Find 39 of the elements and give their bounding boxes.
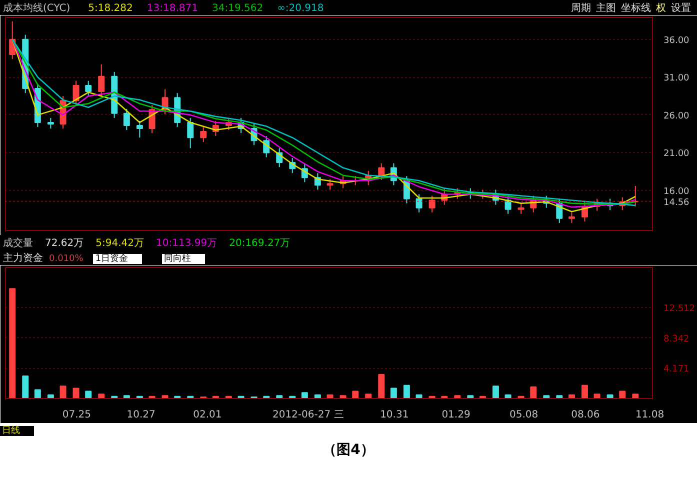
text: 日线 <box>0 426 34 436</box>
y-tick-label: 21.00 <box>664 149 690 160</box>
x-tick-label: 11.08 <box>635 410 664 420</box>
text: 10:113.99万 <box>156 238 218 249</box>
text: 34:19.562 <box>212 3 264 14</box>
text: 72.62万 <box>45 238 84 249</box>
text: 20:169.27万 <box>229 238 290 249</box>
x-tick-label: 10.27 <box>126 410 156 420</box>
text: 周期 <box>571 3 591 14</box>
text: ∞:20.918 <box>277 3 324 14</box>
text: 权 <box>656 3 666 14</box>
chart-title: 成本均线(CYC) <box>3 3 70 14</box>
x-tick-label: 01.29 <box>442 410 470 420</box>
text: 5:94.42万 <box>96 238 144 249</box>
x-tick-label: 05.08 <box>509 410 538 420</box>
y-tick-label: 36.00 <box>664 36 690 46</box>
y-tick-label: 31.00 <box>664 74 690 84</box>
y-tick-label: 8.342 <box>664 334 690 344</box>
text: 坐标线 <box>621 3 651 14</box>
x-tick-label: 07.25 <box>62 410 92 420</box>
text: 成交量 <box>3 238 33 249</box>
text: 同向柱 <box>162 254 206 264</box>
x-tick-label: 2012-06-27 三 <box>272 410 344 420</box>
y-tick-label: 16.00 <box>664 186 690 197</box>
text: 5:18.282 <box>88 3 133 14</box>
y-tick-label: 12.512 <box>664 304 695 314</box>
text: 1日资金 <box>93 254 142 264</box>
chart-title: 主力资金 <box>3 253 43 264</box>
text: （图4） <box>322 441 374 460</box>
text: 主图 <box>596 3 616 14</box>
x-tick-label: 10.31 <box>380 410 409 420</box>
x-tick-label: 02.01 <box>193 410 222 420</box>
x-tick-label: 08.06 <box>571 410 600 420</box>
text: 0.010% <box>49 254 84 264</box>
text: 设置 <box>671 3 691 14</box>
y-tick-label: 4.171 <box>664 364 690 375</box>
y-tick-label: 26.00 <box>664 111 690 122</box>
ref-line-label: 14.56 <box>664 198 690 208</box>
text: 13:18.871 <box>146 3 198 14</box>
